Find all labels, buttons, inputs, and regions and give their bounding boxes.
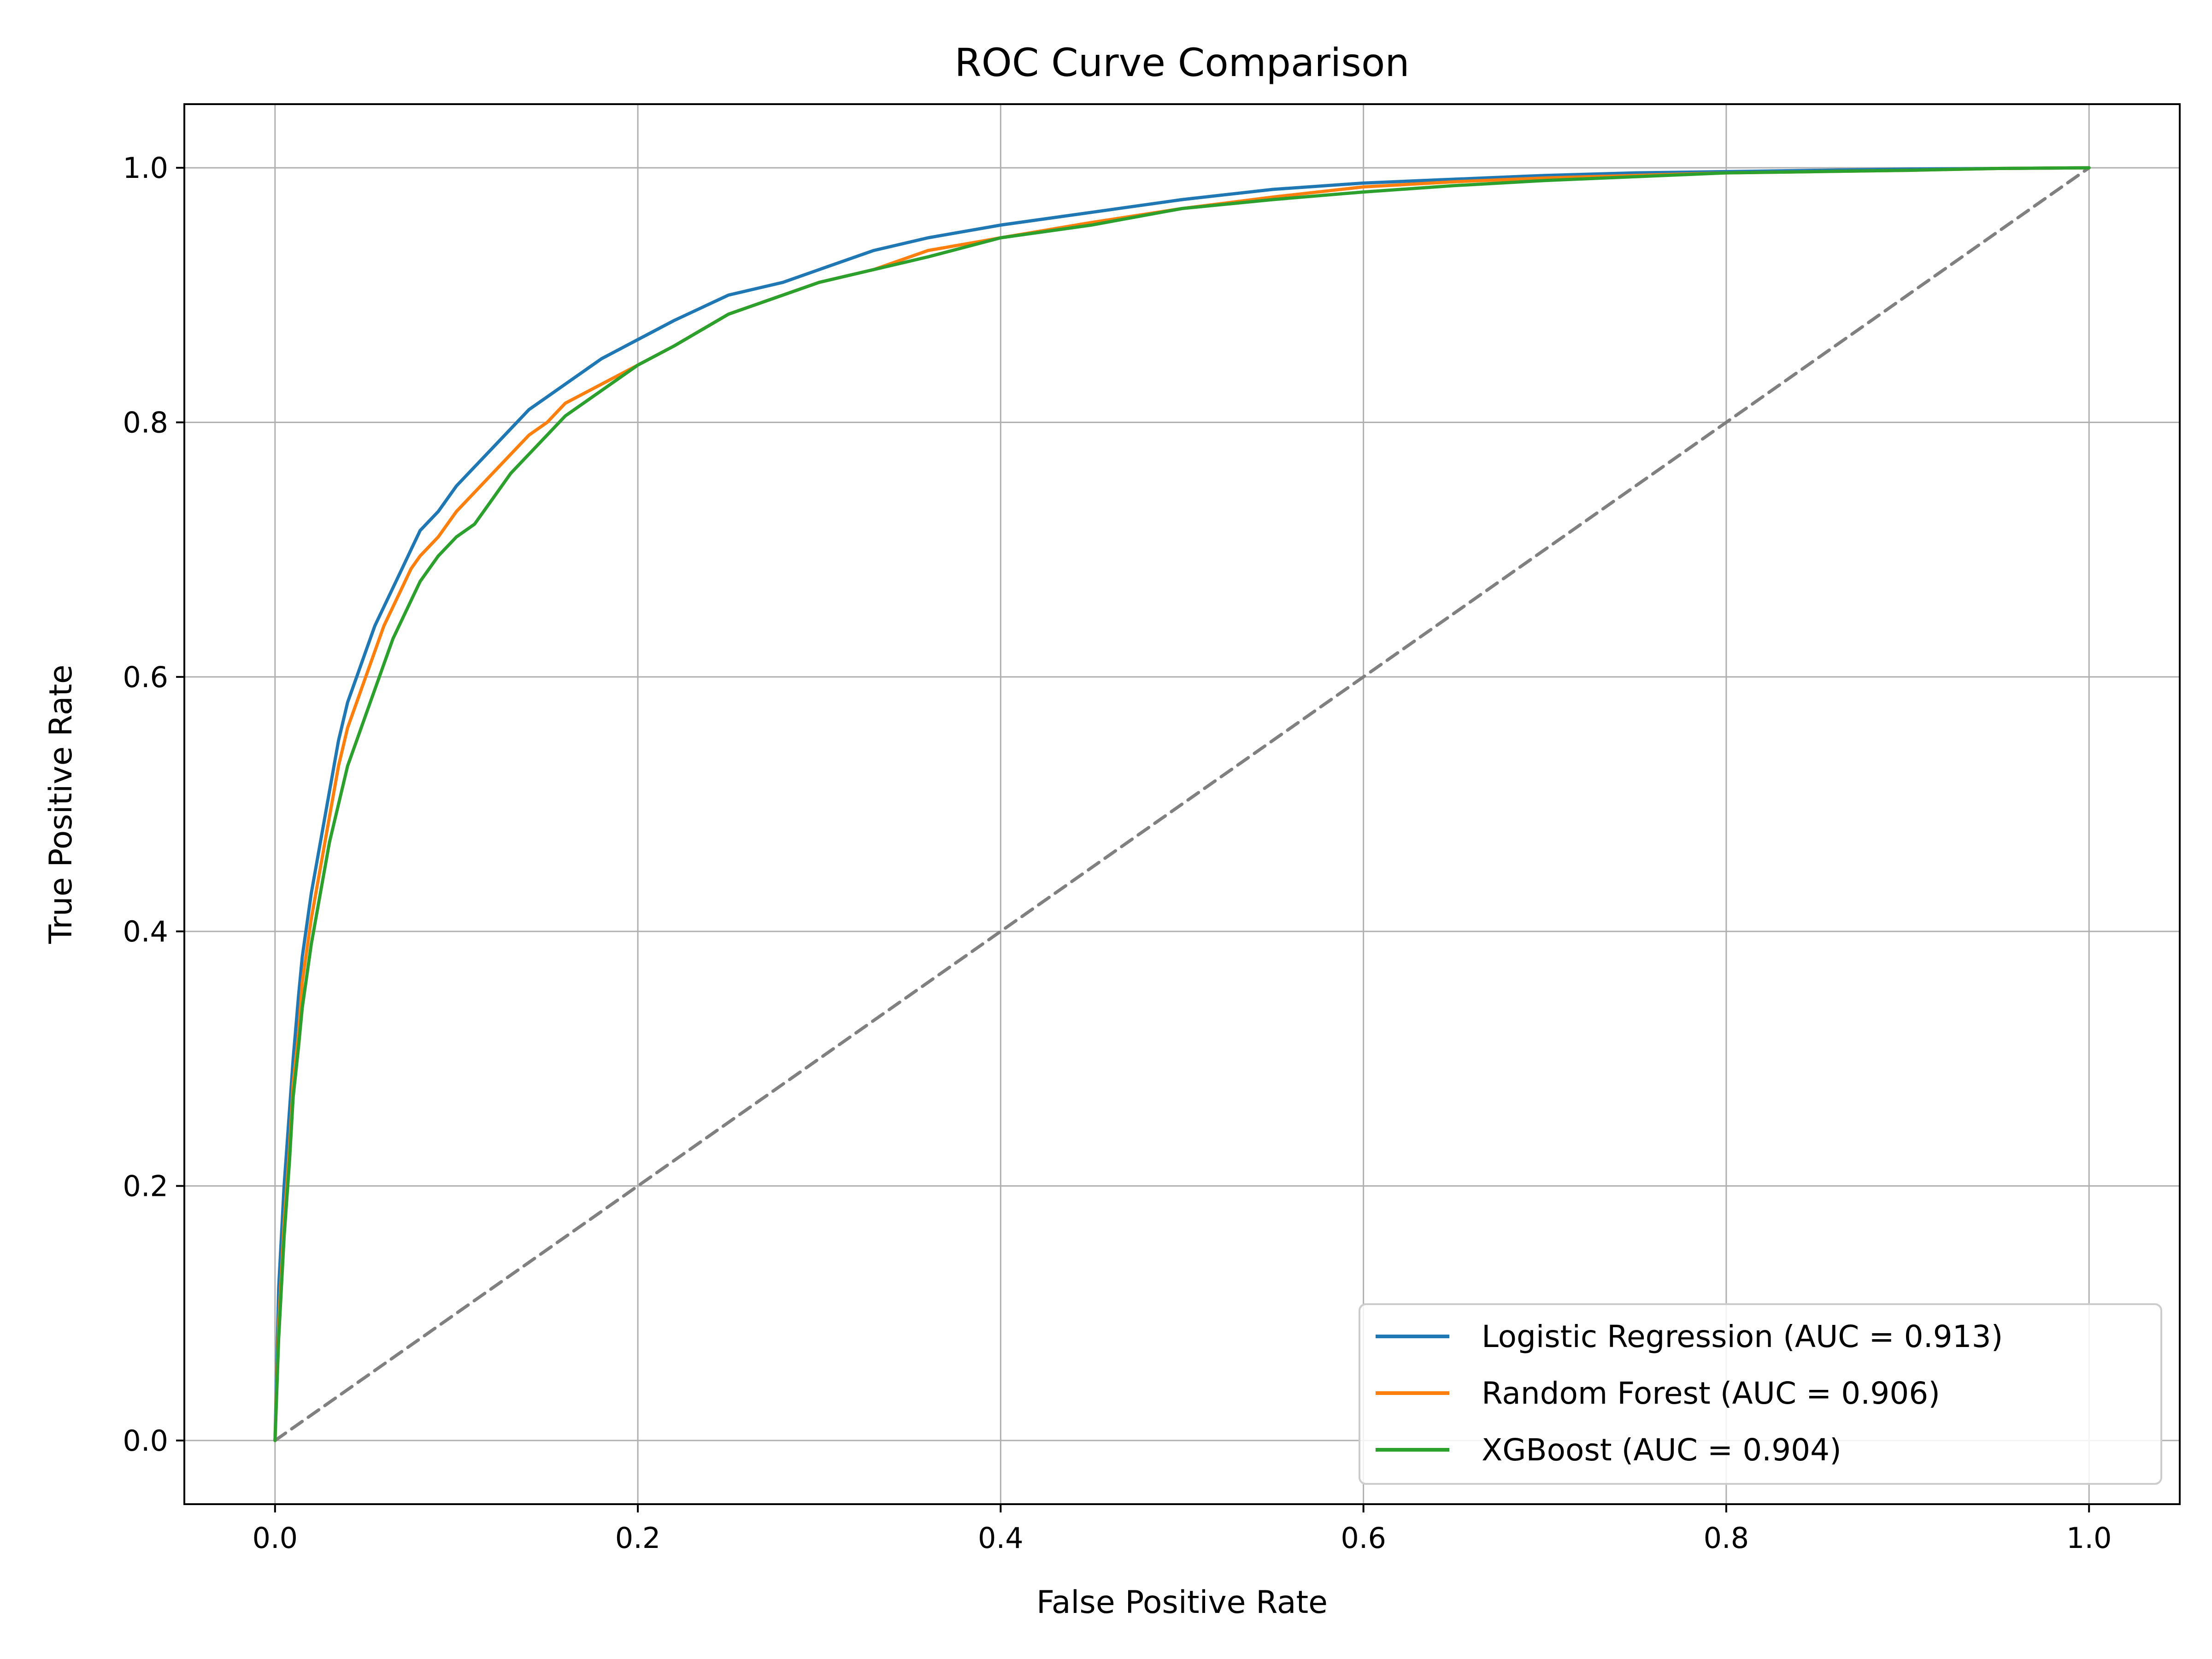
x-tick-label-1: 0.2 xyxy=(615,1521,661,1555)
x-tick-label-0: 0.0 xyxy=(253,1521,298,1555)
y-tick-label-4: 0.8 xyxy=(123,406,168,439)
plot-frame xyxy=(183,103,2181,1505)
y-axis-label: True Positive Rate xyxy=(43,665,79,944)
axis-ticks: 0.0 0.2 0.4 0.6 0.8 1.0 0.0 0.2 0.4 0.6 0.8 1.0 xyxy=(123,151,2112,1555)
legend-label-random-forest: Random Forest (AUC = 0.906) xyxy=(1482,1376,1940,1411)
legend-label-logistic-regression: Logistic Regression (AUC = 0.913) xyxy=(1482,1319,2003,1354)
chart-title: ROC Curve Comparison xyxy=(954,40,1409,85)
series-line-random-forest xyxy=(273,166,2091,1442)
y-tick-label-0: 0.0 xyxy=(123,1424,168,1458)
x-tick-label-3: 0.6 xyxy=(1341,1521,1386,1555)
legend: Logistic Regression (AUC = 0.913) Random… xyxy=(1359,1303,2162,1485)
series-line-xgboost xyxy=(273,166,2091,1442)
x-tick-label-5: 1.0 xyxy=(2066,1521,2112,1555)
grid xyxy=(184,104,2180,1504)
y-tick-label-3: 0.6 xyxy=(123,660,168,694)
x-tick-label-4: 0.8 xyxy=(1704,1521,1749,1555)
x-axis-label: False Positive Rate xyxy=(1036,1584,1328,1621)
series-line-logistic-regression xyxy=(273,166,2091,1442)
chance-diagonal-line xyxy=(273,166,2091,1442)
y-tick-label-2: 0.4 xyxy=(123,915,168,948)
legend-box xyxy=(1359,1303,2162,1485)
x-tick-label-2: 0.4 xyxy=(978,1521,1024,1555)
y-tick-label-1: 0.2 xyxy=(123,1170,168,1203)
series-lines xyxy=(273,166,2091,1442)
y-tick-label-5: 1.0 xyxy=(123,151,168,185)
legend-label-xgboost: XGBoost (AUC = 0.904) xyxy=(1482,1432,1841,1468)
